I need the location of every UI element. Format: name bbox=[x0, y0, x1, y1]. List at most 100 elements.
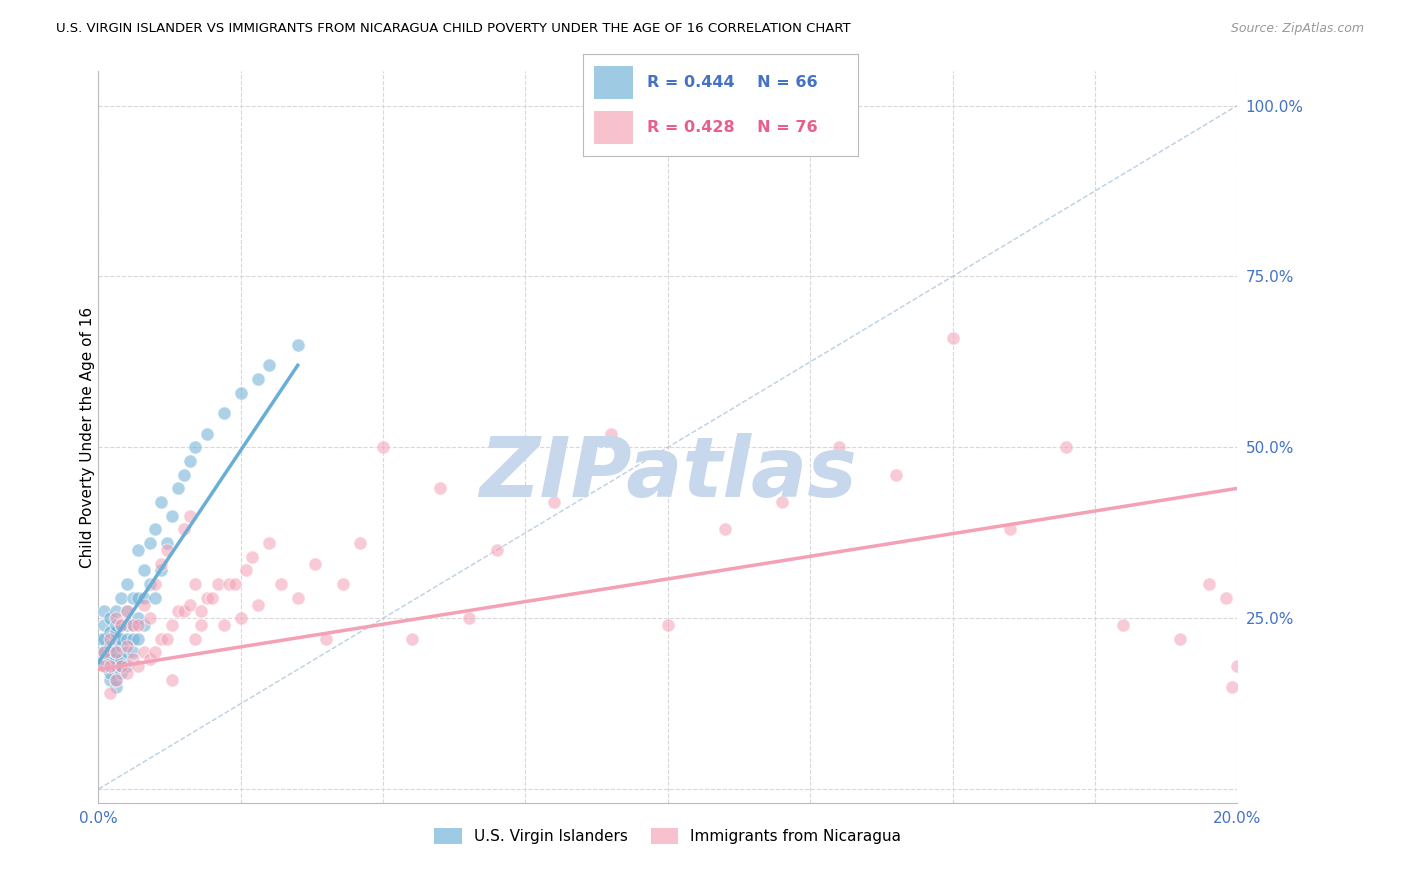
Point bbox=[104, 618, 127, 632]
Point bbox=[115, 665, 138, 680]
Point bbox=[486, 542, 509, 557]
Point bbox=[246, 372, 269, 386]
Point bbox=[150, 632, 173, 646]
Point bbox=[121, 632, 143, 646]
Point bbox=[162, 508, 184, 523]
Point bbox=[98, 673, 121, 687]
Point bbox=[201, 591, 224, 605]
Point bbox=[884, 467, 907, 482]
Point bbox=[207, 577, 229, 591]
Point bbox=[98, 665, 121, 680]
Point bbox=[173, 467, 195, 482]
Point bbox=[195, 591, 218, 605]
Point bbox=[115, 604, 138, 618]
Point bbox=[110, 618, 132, 632]
Point bbox=[235, 563, 257, 577]
Point bbox=[349, 536, 371, 550]
FancyBboxPatch shape bbox=[595, 111, 633, 144]
Point bbox=[212, 406, 235, 420]
Point bbox=[657, 618, 679, 632]
Point bbox=[93, 645, 115, 659]
Point bbox=[195, 426, 218, 441]
Point bbox=[115, 639, 138, 653]
Point bbox=[121, 618, 143, 632]
Point bbox=[150, 495, 173, 509]
Point bbox=[104, 680, 127, 694]
Point bbox=[110, 659, 132, 673]
Point bbox=[229, 385, 252, 400]
Point bbox=[132, 598, 155, 612]
Point bbox=[93, 659, 115, 673]
Point bbox=[156, 542, 179, 557]
Point bbox=[401, 632, 423, 646]
Point bbox=[104, 624, 127, 639]
Point bbox=[373, 440, 395, 454]
Legend: U.S. Virgin Islanders, Immigrants from Nicaragua: U.S. Virgin Islanders, Immigrants from N… bbox=[427, 822, 908, 850]
Point bbox=[138, 536, 160, 550]
Point bbox=[90, 645, 112, 659]
Point bbox=[104, 604, 127, 618]
Point bbox=[98, 659, 121, 673]
Point bbox=[115, 632, 138, 646]
Point bbox=[132, 618, 155, 632]
Point bbox=[162, 618, 184, 632]
Point bbox=[98, 611, 121, 625]
Point bbox=[110, 639, 132, 653]
Point bbox=[98, 624, 121, 639]
Point bbox=[93, 618, 115, 632]
Point bbox=[212, 618, 235, 632]
Point bbox=[145, 591, 167, 605]
Point bbox=[1198, 577, 1220, 591]
Point bbox=[156, 632, 179, 646]
Point bbox=[132, 645, 155, 659]
Point bbox=[304, 557, 326, 571]
Point bbox=[1112, 618, 1135, 632]
Point bbox=[246, 598, 269, 612]
Point bbox=[132, 591, 155, 605]
Point bbox=[110, 618, 132, 632]
Point bbox=[121, 652, 143, 666]
Point bbox=[104, 673, 127, 687]
Point bbox=[240, 549, 263, 564]
Point bbox=[98, 639, 121, 653]
Point bbox=[98, 686, 121, 700]
Point bbox=[93, 652, 115, 666]
Point bbox=[104, 645, 127, 659]
Point bbox=[104, 611, 127, 625]
Point bbox=[93, 645, 115, 659]
Point bbox=[104, 645, 127, 659]
Point bbox=[179, 508, 201, 523]
Point bbox=[93, 604, 115, 618]
Point bbox=[98, 652, 121, 666]
Point bbox=[127, 542, 149, 557]
Point bbox=[98, 632, 121, 646]
Point bbox=[714, 522, 737, 536]
Point bbox=[942, 331, 965, 345]
Point bbox=[287, 591, 309, 605]
Point bbox=[600, 426, 623, 441]
Point bbox=[179, 598, 201, 612]
Point bbox=[90, 632, 112, 646]
Point bbox=[150, 557, 173, 571]
Text: R = 0.428    N = 76: R = 0.428 N = 76 bbox=[647, 120, 817, 135]
Point bbox=[218, 577, 240, 591]
Point bbox=[457, 611, 479, 625]
Text: R = 0.444    N = 66: R = 0.444 N = 66 bbox=[647, 75, 817, 90]
Point bbox=[115, 604, 138, 618]
Point bbox=[190, 618, 212, 632]
Point bbox=[145, 522, 167, 536]
Point bbox=[145, 577, 167, 591]
Point bbox=[110, 665, 132, 680]
Point bbox=[1215, 591, 1237, 605]
Point bbox=[121, 618, 143, 632]
Point bbox=[828, 440, 851, 454]
Point bbox=[315, 632, 337, 646]
Point bbox=[770, 495, 793, 509]
Point bbox=[173, 522, 195, 536]
Point bbox=[167, 604, 190, 618]
Point bbox=[110, 632, 132, 646]
Point bbox=[110, 652, 132, 666]
Point bbox=[224, 577, 246, 591]
Text: ZIPatlas: ZIPatlas bbox=[479, 434, 856, 514]
Point bbox=[184, 632, 207, 646]
